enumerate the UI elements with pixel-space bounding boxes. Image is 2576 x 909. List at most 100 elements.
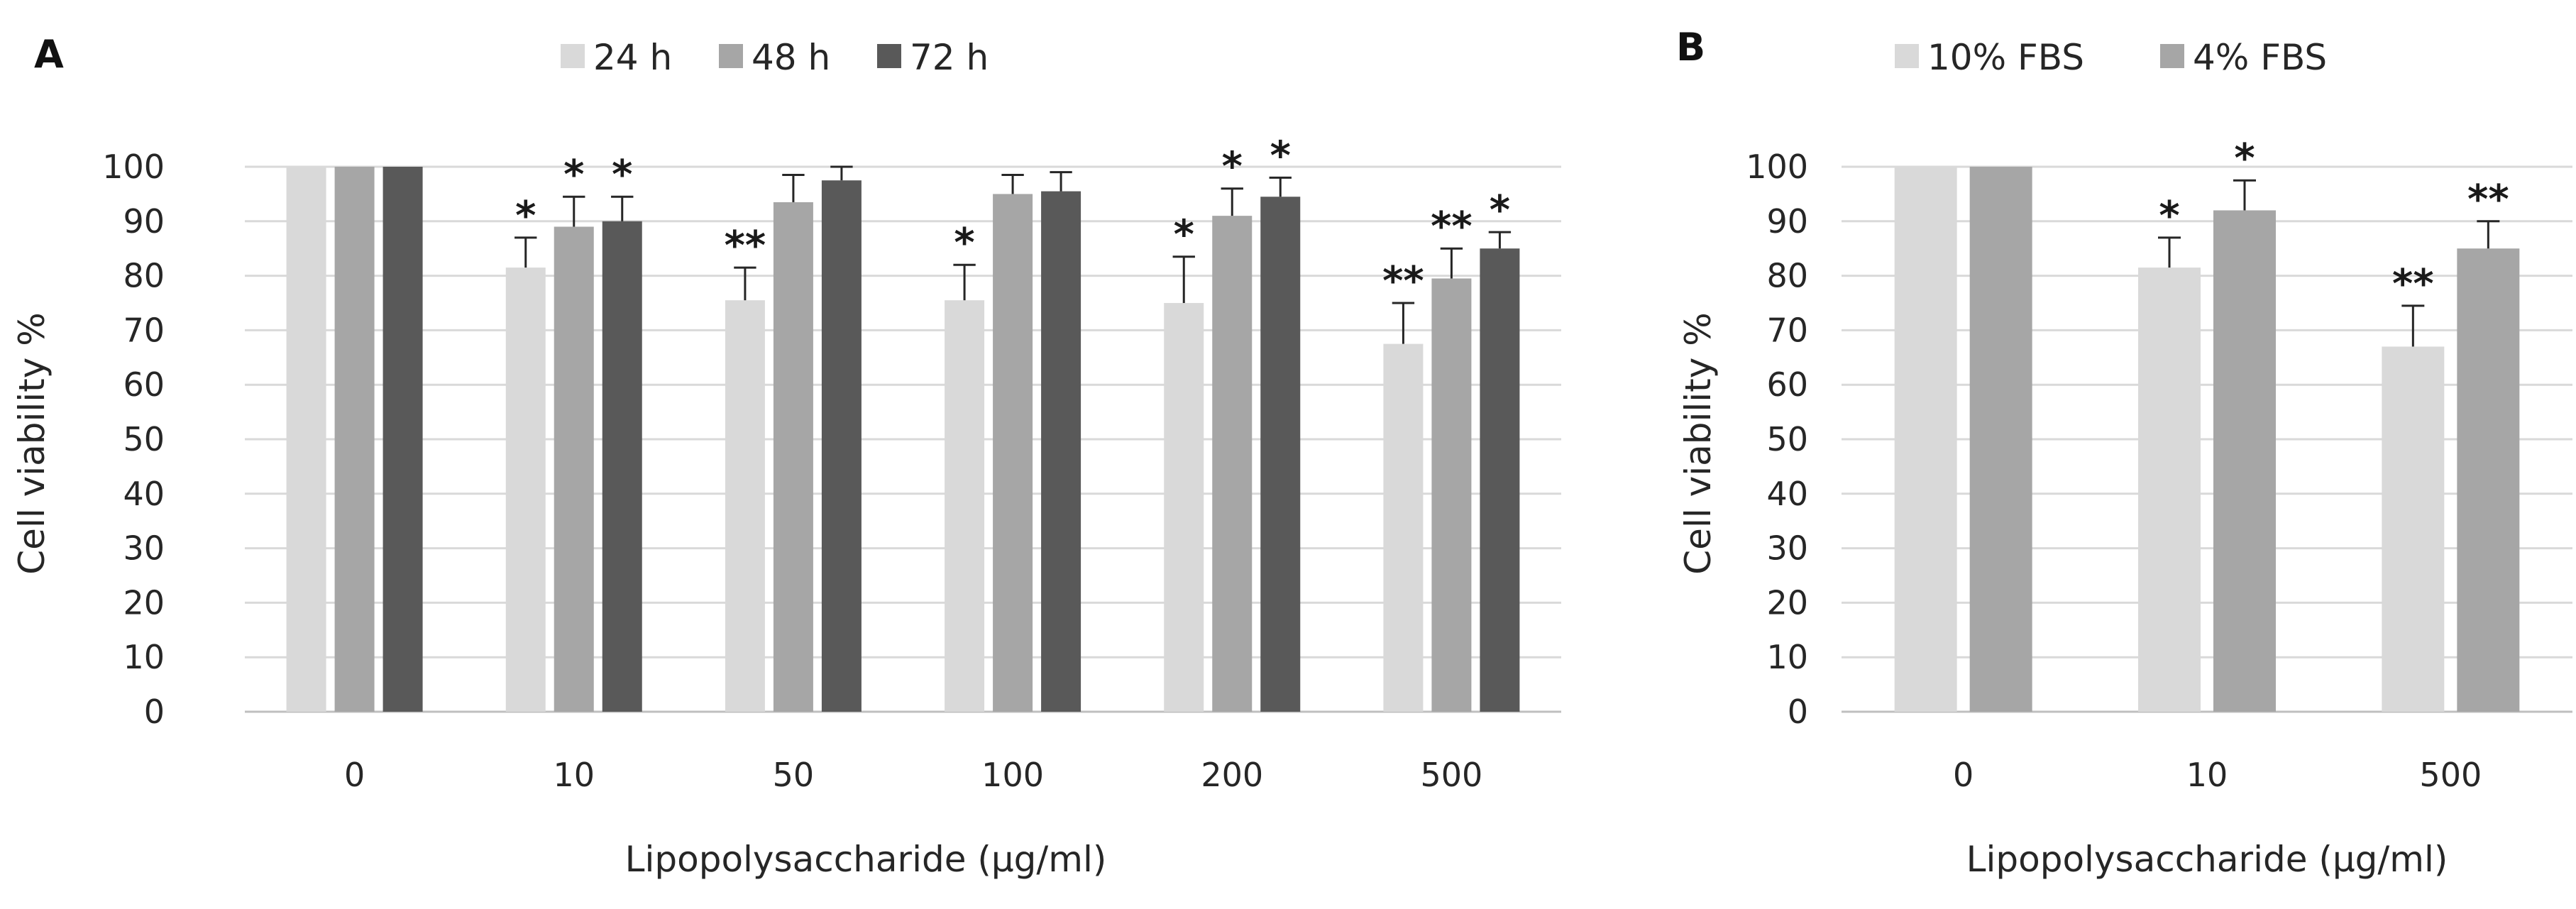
bar-24-h-50 bbox=[725, 300, 765, 712]
y-tick-label-50: 50 bbox=[123, 420, 165, 458]
x-tick-label-50: 50 bbox=[773, 756, 815, 794]
significance-48-h-10: * bbox=[563, 152, 584, 198]
y-tick-label-30: 30 bbox=[1766, 529, 1808, 568]
significance-10pct-fbs-500: ** bbox=[2392, 261, 2434, 307]
significance-48-h-500: ** bbox=[1431, 204, 1473, 250]
x-tick-label-0: 0 bbox=[1953, 756, 1974, 794]
bar-72-h-200 bbox=[1260, 197, 1301, 712]
panel-a-gridlines bbox=[245, 165, 1561, 713]
x-tick-label-200: 200 bbox=[1201, 756, 1263, 794]
legend-swatch-48h bbox=[719, 44, 743, 68]
significance-10pct-fbs-10: * bbox=[2159, 193, 2179, 239]
bar-72-h-50 bbox=[821, 180, 862, 712]
y-tick-label-20: 20 bbox=[123, 583, 165, 622]
legend-label-72h: 72 h bbox=[910, 37, 989, 78]
panel-b-label: B bbox=[1676, 25, 1705, 70]
legend-label-10fbs: 10% FBS bbox=[1927, 37, 2084, 78]
y-tick-label-10: 10 bbox=[123, 638, 165, 676]
panel-a-error-bars bbox=[514, 165, 1512, 344]
panel-b-y-tick-labels: 0 10 20 30 40 50 60 70 80 90 100 bbox=[1746, 148, 1808, 731]
bar-24-h-200 bbox=[1164, 303, 1204, 712]
bar-10pct-fbs-0 bbox=[1894, 167, 1957, 712]
panel-b-x-axis-title: Lipopolysaccharide (μg/ml) bbox=[1966, 839, 2448, 880]
y-tick-label-80: 80 bbox=[123, 257, 165, 295]
y-tick-label-60: 60 bbox=[123, 365, 165, 404]
bar-48-h-50 bbox=[773, 202, 813, 712]
panel-b-legend: 10% FBS 4% FBS bbox=[1895, 37, 2327, 78]
bar-24-h-0 bbox=[286, 167, 326, 712]
significance-4pct-fbs-10: * bbox=[2234, 136, 2255, 182]
bar-48-h-500 bbox=[1431, 278, 1472, 712]
panel-b-significance-markers: ****** bbox=[2159, 136, 2509, 307]
bar-48-h-0 bbox=[334, 167, 375, 712]
y-tick-label-100: 100 bbox=[102, 148, 165, 186]
panel-a-legend: 24 h 48 h 72 h bbox=[561, 37, 989, 78]
x-tick-label-500: 500 bbox=[1421, 756, 1483, 794]
bar-4pct-fbs-500 bbox=[2457, 248, 2520, 712]
y-tick-label-0: 0 bbox=[1788, 693, 1808, 731]
panel-a-x-axis-title: Lipopolysaccharide (μg/ml) bbox=[625, 839, 1107, 880]
panel-a-bars bbox=[286, 167, 1520, 712]
panel-b-gridlines bbox=[1842, 165, 2572, 713]
panel-b-y-axis-title: Cell viability % bbox=[1678, 312, 1719, 574]
legend-label-4fbs: 4% FBS bbox=[2193, 37, 2327, 78]
y-tick-label-80: 80 bbox=[1766, 257, 1808, 295]
bar-72-h-100 bbox=[1041, 191, 1081, 712]
y-tick-label-60: 60 bbox=[1766, 365, 1808, 404]
y-tick-label-90: 90 bbox=[1766, 202, 1808, 241]
x-tick-label-0: 0 bbox=[344, 756, 365, 794]
significance-24-h-10: * bbox=[515, 193, 536, 239]
significance-24-h-50: ** bbox=[725, 223, 766, 269]
y-tick-label-100: 100 bbox=[1746, 148, 1808, 186]
significance-24-h-100: * bbox=[954, 220, 974, 266]
panel-a-label: A bbox=[34, 32, 64, 77]
panel-b-chart: B 10% FBS 4% FBS 0102030405060708090100 … bbox=[1676, 25, 2572, 880]
bar-48-h-200 bbox=[1212, 216, 1253, 712]
significance-72-h-10: * bbox=[612, 152, 632, 198]
y-tick-label-30: 30 bbox=[123, 529, 165, 568]
y-tick-label-90: 90 bbox=[123, 202, 165, 241]
bar-24-h-500 bbox=[1383, 343, 1424, 712]
bar-24-h-10 bbox=[505, 268, 546, 712]
significance-72-h-200: * bbox=[1270, 133, 1291, 179]
x-tick-label-500: 500 bbox=[2419, 756, 2482, 794]
x-tick-label-10: 10 bbox=[553, 756, 595, 794]
legend-swatch-24h bbox=[561, 44, 585, 68]
legend-swatch-72h bbox=[877, 44, 901, 68]
panel-a-x-tick-labels: 0 10 50 100 200 500 bbox=[344, 756, 1482, 794]
legend-label-48h: 48 h bbox=[752, 37, 830, 78]
significance-72-h-500: * bbox=[1490, 187, 1510, 233]
bar-10pct-fbs-10 bbox=[2138, 268, 2201, 712]
bar-48-h-10 bbox=[554, 226, 594, 712]
y-tick-label-10: 10 bbox=[1766, 638, 1808, 676]
significance-24-h-200: * bbox=[1174, 212, 1194, 258]
panel-a-chart: A 24 h 48 h 72 h 0102030405060708090100 … bbox=[11, 32, 1561, 880]
bar-4pct-fbs-0 bbox=[1969, 167, 2032, 712]
y-tick-label-40: 40 bbox=[123, 475, 165, 513]
bar-72-h-0 bbox=[382, 167, 423, 712]
y-tick-label-70: 70 bbox=[123, 311, 165, 349]
y-tick-label-20: 20 bbox=[1766, 583, 1808, 622]
bar-72-h-500 bbox=[1480, 248, 1520, 712]
panel-b-error-bars bbox=[2158, 179, 2500, 347]
x-tick-label-10: 10 bbox=[2186, 756, 2228, 794]
panel-b-bars bbox=[1894, 167, 2520, 712]
bar-4pct-fbs-10 bbox=[2213, 210, 2276, 712]
y-tick-label-50: 50 bbox=[1766, 420, 1808, 458]
y-tick-label-0: 0 bbox=[144, 693, 165, 731]
bar-24-h-100 bbox=[945, 300, 985, 712]
panel-a-significance-markers: ** *** * ** ***** * bbox=[515, 133, 1510, 304]
x-tick-label-100: 100 bbox=[981, 756, 1044, 794]
panel-a-y-tick-labels: 0 10 20 30 40 50 60 70 80 90 100 bbox=[102, 148, 165, 731]
significance-48-h-200: * bbox=[1222, 144, 1243, 190]
legend-swatch-10fbs bbox=[1895, 44, 1919, 68]
panel-b-x-tick-labels: 0 10 500 bbox=[1953, 756, 2482, 794]
y-tick-label-40: 40 bbox=[1766, 475, 1808, 513]
legend-swatch-4fbs bbox=[2160, 44, 2184, 68]
legend-label-24h: 24 h bbox=[593, 37, 672, 78]
panel-a-y-axis-title: Cell viability % bbox=[11, 312, 53, 574]
bar-10pct-fbs-500 bbox=[2382, 346, 2445, 712]
significance-24-h-500: ** bbox=[1382, 258, 1424, 304]
significance-4pct-fbs-500: ** bbox=[2467, 177, 2509, 223]
